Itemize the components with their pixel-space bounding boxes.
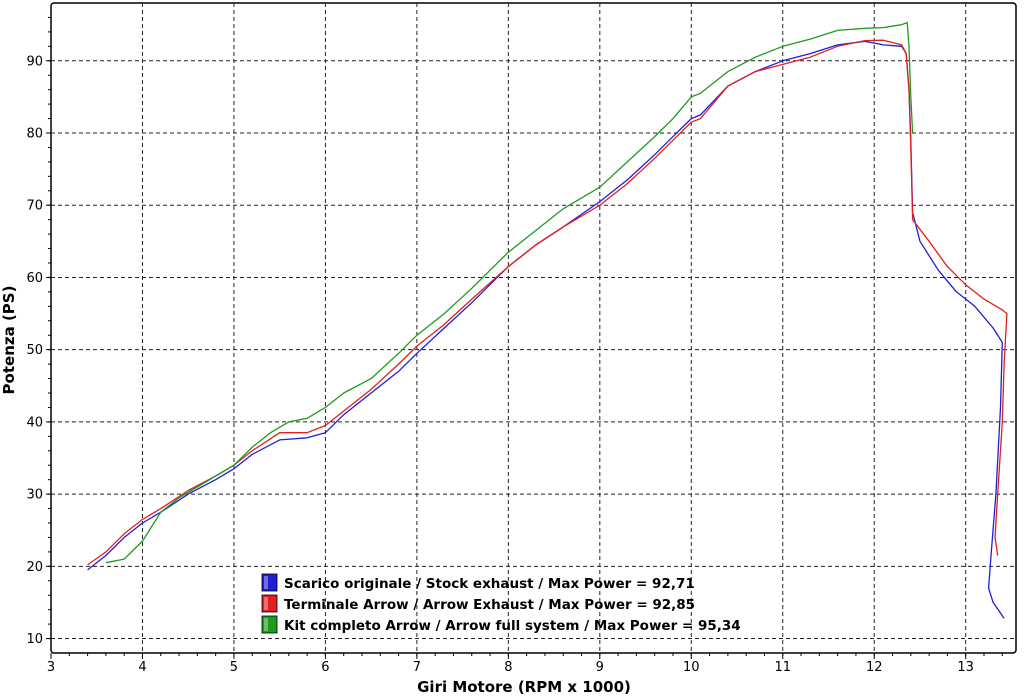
y-tick-label: 90	[26, 54, 43, 69]
y-axis-ticks: 10 20 30 40 50 60 70 80 90	[26, 16, 51, 647]
x-tick-label: 6	[321, 660, 329, 675]
legend-swatch	[261, 573, 278, 592]
y-tick-label: 50	[26, 343, 43, 358]
x-tick-label: 5	[230, 660, 238, 675]
grid	[51, 3, 1016, 653]
y-tick-label: 80	[26, 127, 43, 142]
x-axis-ticks: 3 4 5 6 7 8 9 10 11 12 13	[47, 653, 1003, 675]
x-axis-title: Giri Motore (RPM x 1000)	[417, 678, 631, 696]
x-tick-label: 12	[866, 660, 883, 675]
x-tick-label: 4	[138, 660, 146, 675]
series-line-1	[87, 40, 1005, 619]
legend-swatch-highlight	[264, 576, 268, 589]
x-tick-label: 10	[683, 660, 700, 675]
legend-label: Terminale Arrow / Arrow Exhaust / Max Po…	[284, 597, 695, 613]
y-tick-label: 70	[26, 199, 43, 214]
y-tick-label: 40	[26, 415, 43, 430]
x-tick-label: 13	[957, 660, 974, 675]
legend-label: Kit completo Arrow / Arrow full system /…	[284, 618, 741, 634]
legend-swatch-highlight	[264, 597, 268, 610]
legend-swatch-highlight	[264, 618, 268, 631]
legend-label: Scarico originale / Stock exhaust / Max …	[284, 576, 695, 592]
y-tick-label: 60	[26, 271, 43, 286]
y-tick-label: 20	[26, 560, 43, 575]
y-tick-label: 10	[26, 632, 43, 647]
series-lines	[87, 21, 1008, 619]
x-tick-label: 7	[413, 660, 421, 675]
legend: Scarico originale / Stock exhaust / Max …	[261, 573, 741, 634]
series-line-3	[105, 21, 914, 564]
x-tick-label: 8	[504, 660, 512, 675]
plot-border	[50, 2, 1017, 654]
y-tick-label: 30	[26, 488, 43, 503]
legend-swatch	[261, 615, 278, 634]
y-axis-title: Potenza (PS)	[0, 286, 18, 395]
x-tick-label: 3	[47, 660, 55, 675]
x-tick-label: 11	[774, 660, 791, 675]
series-line-2	[87, 39, 1008, 566]
legend-swatch	[261, 594, 278, 613]
x-tick-label: 9	[596, 660, 604, 675]
